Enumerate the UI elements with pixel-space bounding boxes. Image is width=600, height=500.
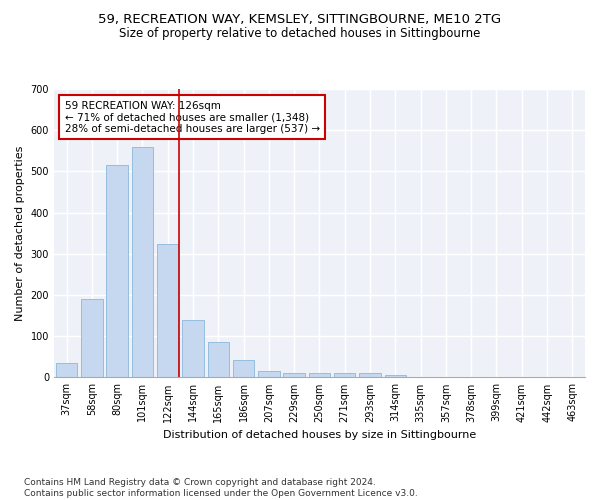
Bar bbox=[258, 371, 280, 378]
Bar bbox=[182, 320, 204, 378]
Y-axis label: Number of detached properties: Number of detached properties bbox=[15, 146, 25, 321]
Bar bbox=[131, 146, 153, 378]
Bar bbox=[283, 374, 305, 378]
Bar bbox=[56, 363, 77, 378]
Bar bbox=[233, 360, 254, 378]
Bar bbox=[309, 374, 330, 378]
Bar bbox=[208, 342, 229, 378]
Bar bbox=[359, 374, 381, 378]
Text: 59, RECREATION WAY, KEMSLEY, SITTINGBOURNE, ME10 2TG: 59, RECREATION WAY, KEMSLEY, SITTINGBOUR… bbox=[98, 12, 502, 26]
Bar bbox=[385, 376, 406, 378]
Text: Size of property relative to detached houses in Sittingbourne: Size of property relative to detached ho… bbox=[119, 28, 481, 40]
Bar bbox=[106, 165, 128, 378]
Bar bbox=[157, 244, 178, 378]
Bar bbox=[334, 374, 355, 378]
Text: 59 RECREATION WAY: 126sqm
← 71% of detached houses are smaller (1,348)
28% of se: 59 RECREATION WAY: 126sqm ← 71% of detac… bbox=[65, 100, 320, 134]
X-axis label: Distribution of detached houses by size in Sittingbourne: Distribution of detached houses by size … bbox=[163, 430, 476, 440]
Text: Contains HM Land Registry data © Crown copyright and database right 2024.
Contai: Contains HM Land Registry data © Crown c… bbox=[24, 478, 418, 498]
Bar bbox=[81, 299, 103, 378]
